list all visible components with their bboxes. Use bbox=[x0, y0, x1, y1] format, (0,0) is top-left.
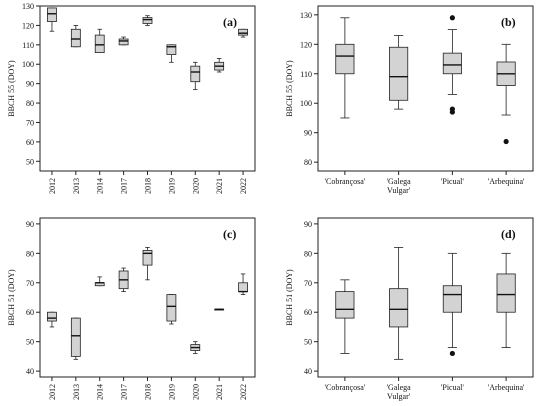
y-tick-label: 70 bbox=[304, 279, 312, 288]
y-tick-label: 120 bbox=[300, 40, 312, 49]
box bbox=[190, 65, 201, 83]
x-tick-label: 2012 bbox=[48, 384, 57, 400]
outlier-point bbox=[503, 138, 509, 145]
y-tick-label: 80 bbox=[304, 158, 312, 167]
x-tick-label: 2013 bbox=[72, 384, 81, 400]
y-tick-label: 80 bbox=[26, 99, 34, 108]
box bbox=[238, 282, 248, 293]
panel-letter: (d) bbox=[501, 227, 516, 241]
x-tick-label: 2022 bbox=[239, 178, 248, 194]
outlier-point bbox=[449, 350, 455, 357]
box bbox=[389, 288, 409, 328]
panel-c: 40 50 60 70 80 90 BBCH 51 (DOY) (c) 2012 2013 2014… bbox=[7, 217, 256, 400]
x-tick-label: 'Galega Vulgar' bbox=[387, 383, 412, 401]
x-tick-label: 2013 bbox=[72, 178, 81, 194]
x-tick-label: 2019 bbox=[167, 384, 176, 400]
outlier-point bbox=[449, 109, 455, 115]
x-tick-label: 'Picual' bbox=[441, 383, 464, 392]
box bbox=[70, 28, 81, 48]
y-tick-label: 90 bbox=[26, 80, 34, 89]
box bbox=[496, 273, 516, 313]
panel-letter: (b) bbox=[501, 15, 516, 29]
y-axis-label: BBCH 55 (DOY) bbox=[285, 60, 294, 117]
box bbox=[442, 52, 462, 75]
x-tick-label: 2022 bbox=[239, 384, 248, 400]
y-tick-label: 120 bbox=[22, 21, 34, 30]
y-tick-label: 40 bbox=[26, 367, 34, 376]
y-tick-label: 80 bbox=[26, 249, 34, 258]
y-tick-label: 60 bbox=[304, 308, 312, 317]
box bbox=[166, 294, 177, 322]
box bbox=[142, 249, 153, 266]
x-tick-label: 'Picual' bbox=[441, 177, 464, 186]
x-tick-label: 2020 bbox=[191, 384, 200, 400]
y-axis-label: BBCH 55 (DOY) bbox=[7, 60, 16, 117]
x-tick-label: 2018 bbox=[144, 384, 153, 400]
box bbox=[166, 44, 177, 55]
x-tick-label: 2021 bbox=[215, 384, 224, 400]
y-tick-label: 100 bbox=[300, 99, 312, 108]
y-tick-label: 110 bbox=[300, 70, 312, 79]
x-tick-label: 'Cobrançosa' bbox=[325, 383, 366, 392]
box bbox=[238, 28, 248, 36]
box bbox=[335, 291, 355, 319]
y-tick-label: 100 bbox=[22, 60, 34, 69]
y-axis-label: BBCH 51 (DOY) bbox=[7, 269, 16, 326]
x-tick-label: 'Cobrançosa' bbox=[325, 177, 366, 186]
y-tick-label: 130 bbox=[300, 11, 312, 20]
x-tick-label: 2021 bbox=[215, 178, 224, 194]
panel-d: 40 50 60 70 80 90 BBCH 51 (DOY) (d) 'Cobrançosa'… bbox=[285, 217, 534, 401]
outlier-point bbox=[449, 15, 455, 21]
box bbox=[47, 311, 57, 322]
x-tick-label: 'Galega Vulgar' bbox=[387, 177, 412, 195]
panel-letter: (a) bbox=[223, 15, 237, 29]
y-tick-label: 70 bbox=[26, 279, 34, 288]
y-tick-label: 60 bbox=[26, 138, 34, 147]
panel-a: 50 60 70 80 90 100 110 120 130 BBCH 55 (DOY) (a) 20… bbox=[7, 2, 256, 194]
panel-letter: (c) bbox=[223, 227, 236, 241]
panel-b: 80 90 100 110 120 130 BBCH 55 (DOY) (b) 'Cobranç… bbox=[285, 5, 534, 195]
box bbox=[389, 46, 409, 101]
y-tick-label: 40 bbox=[304, 367, 312, 376]
x-tick-label: 2014 bbox=[96, 384, 105, 400]
x-tick-label: 2017 bbox=[120, 178, 129, 194]
y-tick-label: 50 bbox=[26, 157, 34, 166]
y-tick-label: 110 bbox=[22, 41, 34, 50]
box bbox=[70, 317, 81, 357]
y-tick-label: 90 bbox=[304, 220, 312, 229]
y-tick-label: 80 bbox=[304, 249, 312, 258]
y-tick-label: 90 bbox=[304, 129, 312, 138]
x-tick-label: 2019 bbox=[167, 178, 176, 194]
y-axis-label: BBCH 51 (DOY) bbox=[285, 269, 294, 326]
x-tick-label: 2020 bbox=[191, 178, 200, 194]
x-tick-label: 2017 bbox=[120, 384, 129, 400]
box bbox=[118, 38, 129, 46]
x-tick-label: 'Arbequina' bbox=[488, 177, 525, 186]
y-tick-label: 60 bbox=[26, 308, 34, 317]
x-tick-label: 2012 bbox=[48, 178, 57, 194]
x-tick-label: 2018 bbox=[144, 178, 153, 194]
plot-frame bbox=[317, 5, 534, 172]
box bbox=[47, 7, 57, 22]
y-tick-label: 50 bbox=[26, 338, 34, 347]
y-tick-label: 70 bbox=[26, 118, 34, 127]
x-tick-label: 2014 bbox=[96, 178, 105, 194]
x-tick-label: 'Arbequina' bbox=[488, 383, 525, 392]
box bbox=[94, 34, 105, 53]
y-tick-label: 90 bbox=[26, 220, 34, 229]
y-tick-label: 50 bbox=[304, 338, 312, 347]
box bbox=[142, 17, 153, 24]
y-tick-label: 130 bbox=[22, 2, 34, 11]
box bbox=[335, 43, 355, 75]
box bbox=[442, 285, 462, 313]
